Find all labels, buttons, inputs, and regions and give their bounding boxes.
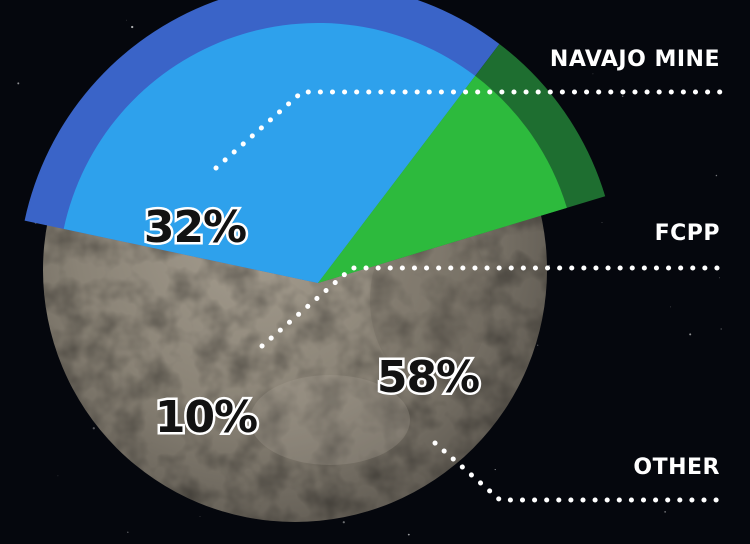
star: [719, 277, 721, 279]
star: [131, 25, 134, 29]
star: [689, 333, 692, 336]
star: [57, 475, 59, 477]
star: [601, 222, 603, 223]
star: [407, 533, 410, 536]
slice-value-label-other: 58%: [377, 352, 479, 403]
star: [342, 521, 345, 524]
star: [670, 306, 672, 308]
star: [664, 511, 666, 513]
leader-line-fcpp: [259, 265, 725, 349]
leader-line-navajo-mine: [213, 89, 725, 171]
star: [92, 427, 95, 430]
pie-slices: [63, 23, 567, 284]
leader-lines: [213, 89, 725, 503]
star: [127, 531, 129, 533]
star: [537, 344, 539, 346]
slice-value-label-fcpp: 10%: [155, 392, 257, 443]
star: [592, 73, 594, 75]
star: [199, 516, 201, 517]
legend-label-navajo-mine: NAVAJO MINE: [550, 47, 720, 72]
legend-label-fcpp: FCPP: [655, 221, 720, 246]
leader-line-other: [432, 440, 725, 503]
star: [494, 469, 496, 471]
star: [126, 19, 127, 21]
slice-navajo-mine: [63, 23, 476, 283]
star: [622, 95, 624, 97]
slice-value-label-navajo-mine: 32%: [144, 202, 246, 253]
star: [694, 463, 697, 466]
slice-fcpp: [318, 75, 567, 284]
star: [17, 82, 20, 85]
star: [715, 174, 718, 177]
legend-label-other: OTHER: [633, 455, 720, 480]
star: [720, 328, 722, 330]
